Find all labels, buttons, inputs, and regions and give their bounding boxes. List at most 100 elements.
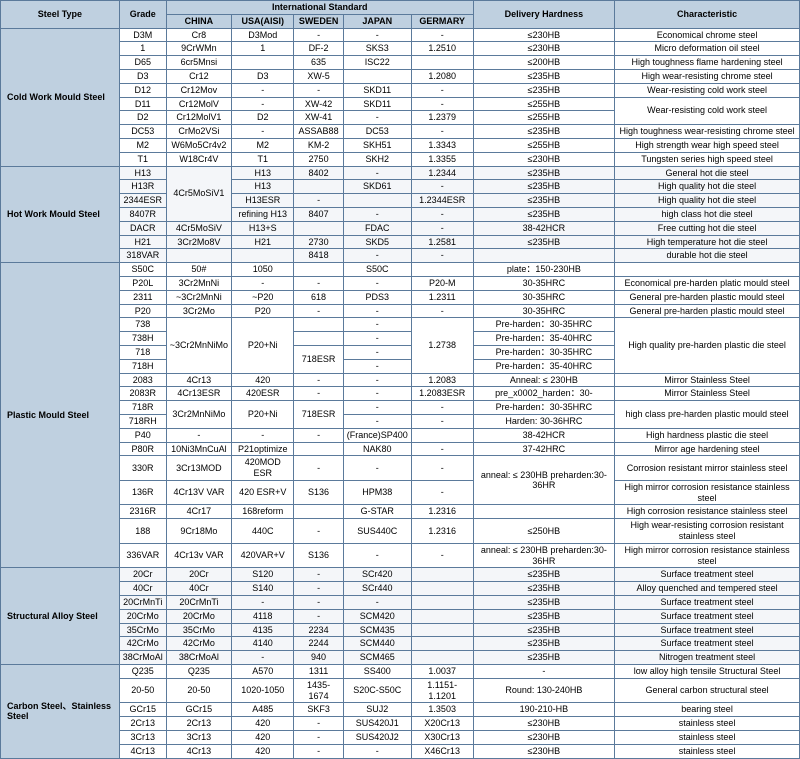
grade-cell: D65: [119, 56, 166, 70]
china-cell: 6cr5Mnsi: [166, 56, 231, 70]
usa-cell: refining H13: [232, 207, 294, 221]
characteristic-cell: High temperature hot die steel: [615, 235, 800, 249]
germany-cell: -: [411, 125, 473, 139]
hardness-cell: ≤255HB: [473, 97, 615, 111]
sweden-cell: [294, 318, 343, 332]
germany-cell: -: [411, 28, 473, 42]
sweden-cell: KM-2: [294, 138, 343, 152]
sweden-cell: -: [294, 28, 343, 42]
table-row: 40Cr40CrS140-SCr440≤235HBAlloy quenched …: [1, 582, 800, 596]
grade-cell: 336VAR: [119, 543, 166, 568]
grade-cell: 318VAR: [119, 249, 166, 263]
grade-cell: D12: [119, 83, 166, 97]
sweden-cell: [294, 221, 343, 235]
table-row: D3Cr12D3XW-51.2080≤235HBHigh wear-resist…: [1, 69, 800, 83]
grade-cell: GCr15: [119, 703, 166, 717]
table-row: Plastic Mould SteelS50C50#1050S50Cplate：…: [1, 263, 800, 277]
sweden-cell: ASSAB88: [294, 125, 343, 139]
table-row: 2Cr132Cr13420-SUS420J1X20Cr13≤230HBstain…: [1, 717, 800, 731]
japan-cell: DC53: [343, 125, 411, 139]
china-cell: ~3Cr2MnNi: [166, 290, 231, 304]
th-intl: International Standard: [166, 1, 473, 15]
japan-cell: S20C-S50C: [343, 678, 411, 703]
grade-cell: H13R: [119, 180, 166, 194]
japan-cell: -: [343, 249, 411, 263]
th-japan: JAPAN: [343, 14, 411, 28]
germany-cell: X20Cr13: [411, 717, 473, 731]
germany-cell: [411, 596, 473, 610]
usa-cell: A570: [232, 665, 294, 679]
sweden-cell: 618: [294, 290, 343, 304]
characteristic-cell: stainless steel: [615, 731, 800, 745]
table-row: 19CrWMn1DF-2SKS31.2510≤230HBMicro deform…: [1, 42, 800, 56]
sweden-cell: -: [294, 304, 343, 318]
sweden-cell: [294, 332, 343, 346]
sweden-cell: -: [294, 83, 343, 97]
sweden-cell: 2730: [294, 235, 343, 249]
usa-cell: -: [232, 125, 294, 139]
hardness-cell: ≤235HB: [473, 596, 615, 610]
china-cell: 3Cr2MnNiMo: [166, 401, 231, 429]
china-cell: 3Cr2Mo8V: [166, 235, 231, 249]
grade-cell: H13: [119, 166, 166, 180]
grade-cell: 35CrMo: [119, 623, 166, 637]
china-cell: Q235: [166, 665, 231, 679]
usa-cell: M2: [232, 138, 294, 152]
sweden-cell: S136: [294, 543, 343, 568]
grade-cell: P40: [119, 428, 166, 442]
japan-cell: SCM420: [343, 609, 411, 623]
sweden-cell: 8402: [294, 166, 343, 180]
japan-cell: FDAC: [343, 221, 411, 235]
usa-cell: A485: [232, 703, 294, 717]
sweden-cell: [294, 505, 343, 519]
japan-cell: SCM440: [343, 637, 411, 651]
china-cell: 20Cr: [166, 568, 231, 582]
characteristic-cell: High toughness wear-resisting chrome ste…: [615, 125, 800, 139]
usa-cell: -: [232, 276, 294, 290]
china-cell: 4Cr5MoSiV1: [166, 166, 231, 221]
characteristic-cell: High wear-resisting corrosion resistant …: [615, 519, 800, 544]
japan-cell: SKH2: [343, 152, 411, 166]
china-cell: 4Cr5MoSiV: [166, 221, 231, 235]
steel-type-cell: Structural Alloy Steel: [1, 568, 120, 665]
japan-cell: PDS3: [343, 290, 411, 304]
hardness-cell: ≤200HB: [473, 56, 615, 70]
table-row: Hot Work Mould SteelH134Cr5MoSiV1H138402…: [1, 166, 800, 180]
china-cell: 3Cr13MOD: [166, 456, 231, 481]
germany-cell: -: [411, 401, 473, 415]
table-row: 330R3Cr13MOD420MOD ESR---anneal: ≤ 230HB…: [1, 456, 800, 481]
usa-cell: H13ESR: [232, 194, 294, 208]
table-row: 2316R4Cr17168reformG-STAR1.2316High corr…: [1, 505, 800, 519]
sweden-cell: -: [294, 744, 343, 758]
sweden-cell: -: [294, 456, 343, 481]
characteristic-cell: bearing steel: [615, 703, 800, 717]
germany-cell: -: [411, 442, 473, 456]
germany-cell: -: [411, 83, 473, 97]
sweden-cell: SKF3: [294, 703, 343, 717]
characteristic-cell: Surface treatment steel: [615, 609, 800, 623]
table-row: Cold Work Mould SteelD3MCr8D3Mod---≤230H…: [1, 28, 800, 42]
usa-cell: 420: [232, 717, 294, 731]
characteristic-cell: Mirror Stainless Steel: [615, 373, 800, 387]
germany-cell: X30Cr13: [411, 731, 473, 745]
grade-cell: T1: [119, 152, 166, 166]
usa-cell: 420: [232, 744, 294, 758]
table-row: 136R4Cr13V VAR420 ESR+VS136HPM38-High mi…: [1, 480, 800, 505]
usa-cell: H21: [232, 235, 294, 249]
sweden-cell: 940: [294, 651, 343, 665]
sweden-cell: -: [294, 373, 343, 387]
grade-cell: 718: [119, 345, 166, 359]
th-usa: USA(AISI): [232, 14, 294, 28]
usa-cell: H13: [232, 180, 294, 194]
table-row: 3Cr133Cr13420-SUS420J2X30Cr13≤230HBstain…: [1, 731, 800, 745]
china-cell: W6Mo5Cr4v2: [166, 138, 231, 152]
sweden-cell: -: [294, 582, 343, 596]
japan-cell: -: [343, 111, 411, 125]
hardness-cell: Harden: 30-36HRC: [473, 414, 615, 428]
china-cell: 20CrMo: [166, 609, 231, 623]
grade-cell: 3Cr13: [119, 731, 166, 745]
grade-cell: 136R: [119, 480, 166, 505]
usa-cell: 420 ESR+V: [232, 480, 294, 505]
germany-cell: 1.0037: [411, 665, 473, 679]
china-cell: 4Cr13: [166, 744, 231, 758]
